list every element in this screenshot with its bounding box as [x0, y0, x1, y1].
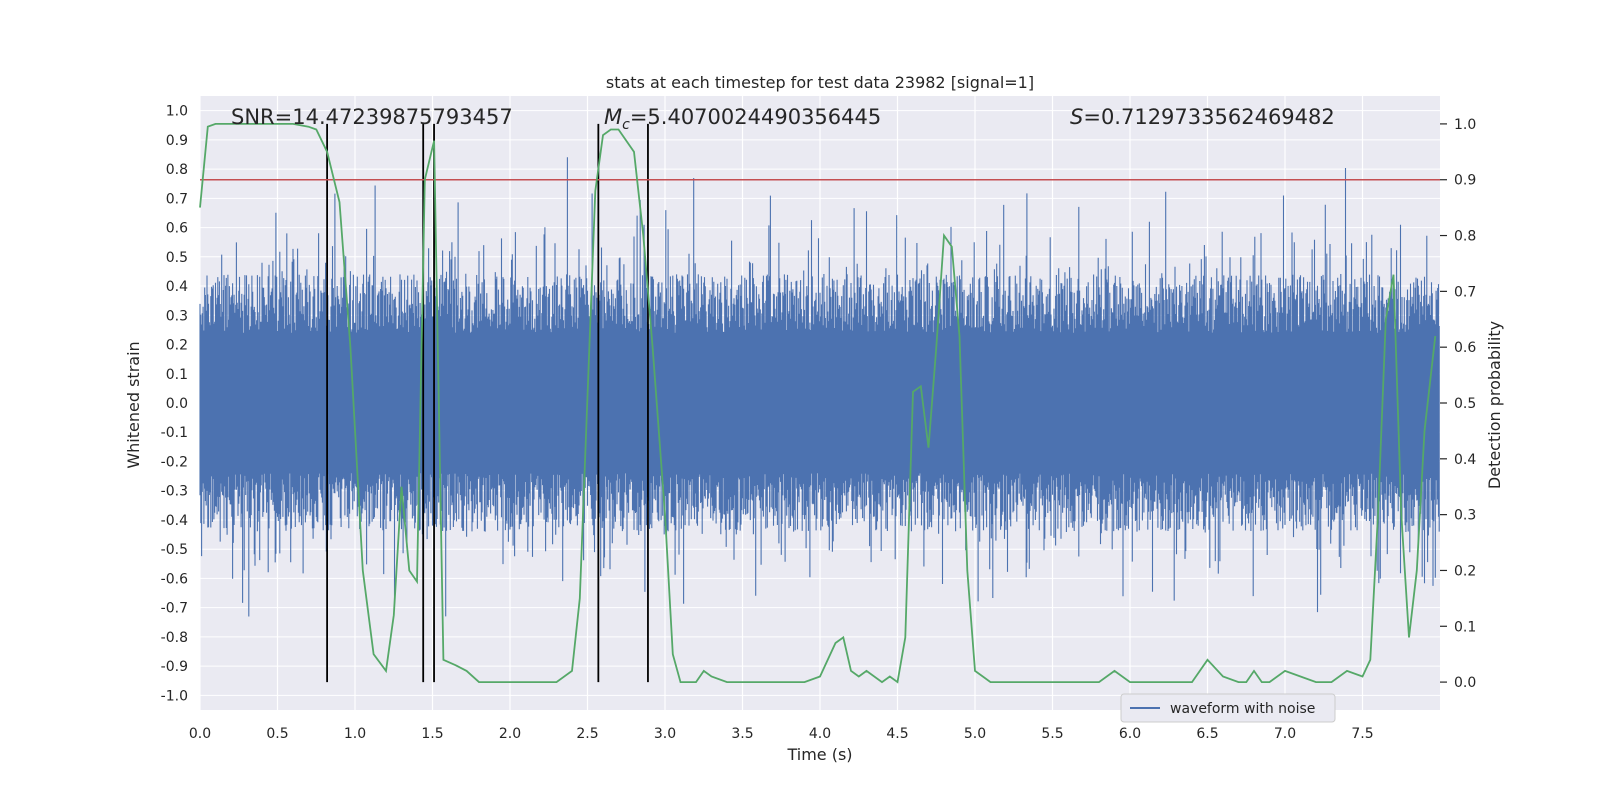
right-y-tick-label: 0.3 — [1454, 508, 1476, 524]
left-y-tick-label: 0.5 — [166, 250, 188, 266]
left-y-tick-label: 0.7 — [166, 191, 188, 207]
right-y-axis-ticks: 1.0 0.9 0.8 0.7 0.6 0.5 0.4 0.3 0.2 0.1 0.0 — [1440, 117, 1476, 691]
x-tick-label: 1.0 — [344, 726, 366, 742]
left-y-tick-label: -0.9 — [161, 659, 188, 675]
chart-title: stats at each timestep for test data 239… — [606, 73, 1034, 92]
vertical-markers — [326, 123, 649, 683]
x-tick-label: 2.5 — [576, 726, 598, 742]
left-y-tick-label: 0.0 — [166, 396, 188, 412]
left-y-tick-label: -0.5 — [161, 542, 188, 558]
x-tick-label: 5.0 — [964, 726, 986, 742]
x-tick-label: 4.0 — [809, 726, 831, 742]
right-y-tick-label: 0.4 — [1454, 452, 1476, 468]
waveform-series — [199, 157, 1440, 617]
right-y-tick-label: 0.8 — [1454, 229, 1476, 245]
left-y-tick-label: 0.6 — [166, 221, 188, 237]
s-annotation: S=0.7129733562469482 — [1070, 105, 1335, 129]
left-y-tick-label: -0.4 — [161, 513, 188, 529]
right-y-axis-label: Detection probability — [1485, 321, 1504, 489]
left-y-tick-label: 1.0 — [166, 104, 188, 120]
x-tick-label: 0.0 — [189, 726, 211, 742]
left-y-axis-label: Whitened strain — [124, 341, 143, 468]
legend-label: waveform with noise — [1170, 701, 1315, 717]
right-y-tick-label: 0.0 — [1454, 675, 1476, 691]
left-y-tick-label: -0.6 — [161, 571, 188, 587]
x-axis-label: Time (s) — [786, 745, 852, 764]
x-tick-label: 3.0 — [654, 726, 676, 742]
x-tick-label: 2.0 — [499, 726, 521, 742]
right-y-tick-label: 0.5 — [1454, 396, 1476, 412]
chirp-mass-symbol: M — [604, 105, 622, 129]
left-y-tick-label: -0.1 — [161, 425, 188, 441]
s-value: =0.7129733562469482 — [1083, 105, 1334, 129]
left-y-tick-label: -0.2 — [161, 454, 188, 470]
right-y-tick-label: 0.1 — [1454, 619, 1476, 635]
chirp-mass-subscript: c — [622, 117, 630, 133]
x-tick-label: 3.5 — [731, 726, 753, 742]
detection-probability-line — [199, 123, 1437, 684]
left-y-tick-label: -0.8 — [161, 630, 188, 646]
left-y-tick-label: 0.4 — [166, 279, 188, 295]
x-tick-label: 7.5 — [1351, 726, 1373, 742]
right-y-tick-label: 0.6 — [1454, 340, 1476, 356]
right-y-tick-label: 0.7 — [1454, 284, 1476, 300]
left-y-tick-label: -0.3 — [161, 484, 188, 500]
left-y-tick-label: 0.9 — [166, 133, 188, 149]
x-tick-label: 0.5 — [266, 726, 288, 742]
left-y-tick-label: 0.2 — [166, 338, 188, 354]
left-y-tick-label: 0.3 — [166, 308, 188, 324]
left-y-axis-ticks: 1.0 0.9 0.8 0.7 0.6 0.5 0.4 0.3 0.2 0.1 0.0 -0.1 -0.… — [161, 104, 188, 705]
left-y-tick-label: -1.0 — [161, 688, 188, 704]
legend: waveform with noise — [1120, 693, 1336, 723]
x-axis-ticks: 0.0 0.5 1.0 1.5 2.0 2.5 3.0 3.5 4.0 4.5 5.0 5.5 6.0 6… — [189, 726, 1374, 742]
s-symbol: S — [1070, 105, 1083, 129]
x-tick-label: 6.5 — [1196, 726, 1218, 742]
snr-annotation: SNR=14.47239875793457 — [231, 105, 513, 129]
right-y-tick-label: 0.2 — [1454, 563, 1476, 579]
x-tick-label: 5.5 — [1041, 726, 1063, 742]
x-tick-label: 1.5 — [421, 726, 443, 742]
right-y-tick-label: 0.9 — [1454, 173, 1476, 189]
chirp-mass-annotation: Mc=5.4070024490356445 — [604, 105, 881, 133]
x-tick-label: 4.5 — [886, 726, 908, 742]
left-y-tick-label: -0.7 — [161, 601, 188, 617]
left-y-tick-label: 0.8 — [166, 162, 188, 178]
x-tick-label: 7.0 — [1274, 726, 1296, 742]
right-y-tick-label: 1.0 — [1454, 117, 1476, 133]
x-tick-label: 6.0 — [1119, 726, 1141, 742]
legend-box — [1120, 693, 1336, 723]
left-y-tick-label: 0.1 — [166, 367, 188, 383]
waveform-trace — [199, 157, 1440, 617]
chirp-mass-value: =5.4070024490356445 — [630, 105, 881, 129]
